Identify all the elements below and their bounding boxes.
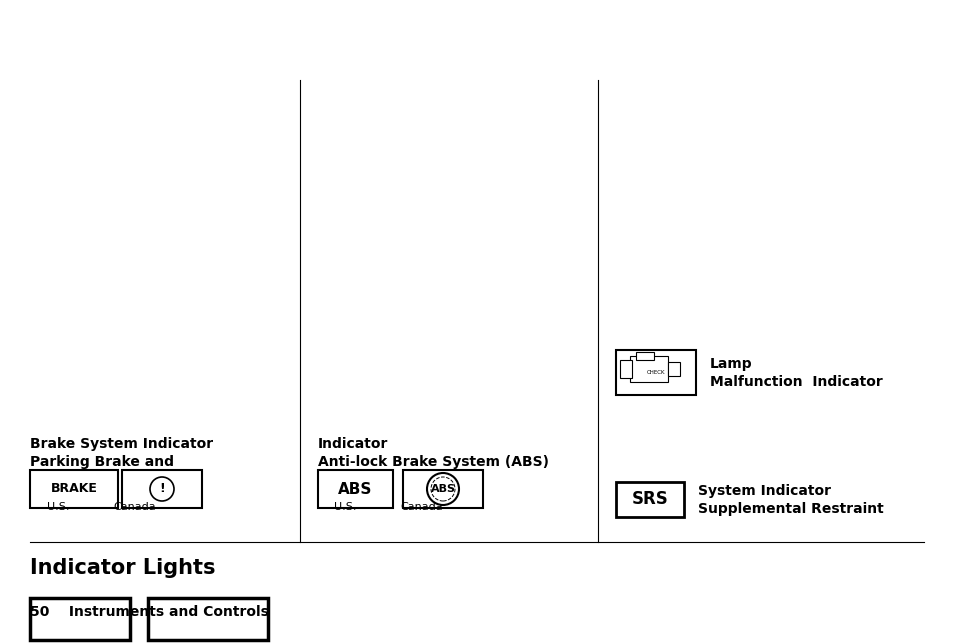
Text: Supplemental Restraint: Supplemental Restraint	[698, 502, 882, 516]
Bar	[30, 598, 130, 640]
Bar	[148, 598, 268, 640]
Bar	[30, 470, 118, 508]
Text: Parking Brake and: Parking Brake and	[30, 455, 173, 469]
Text: Brake System Indicator: Brake System Indicator	[30, 437, 213, 451]
Bar	[402, 470, 482, 508]
Bar	[616, 350, 696, 395]
Text: Malfunction  Indicator: Malfunction Indicator	[709, 375, 882, 389]
Text: Anti-lock Brake System (ABS): Anti-lock Brake System (ABS)	[317, 455, 548, 469]
Text: 50    Instruments and Controls: 50 Instruments and Controls	[30, 605, 269, 619]
Text: U.S.: U.S.	[47, 502, 70, 512]
Text: ABS: ABS	[337, 482, 372, 497]
Text: CHECK: CHECK	[646, 370, 664, 375]
Bar	[619, 360, 631, 378]
Text: Indicator Lights: Indicator Lights	[30, 558, 215, 578]
Text: ABS: ABS	[430, 484, 455, 494]
Bar	[317, 470, 393, 508]
Bar	[667, 362, 679, 376]
Bar	[636, 352, 654, 360]
Text: Canada: Canada	[400, 502, 443, 512]
Text: BRAKE: BRAKE	[51, 482, 97, 495]
Text: SRS: SRS	[631, 490, 668, 508]
Bar	[122, 470, 202, 508]
Text: System Indicator: System Indicator	[698, 484, 830, 498]
Text: U.S.: U.S.	[334, 502, 355, 512]
Bar	[629, 356, 667, 382]
Text: !: !	[159, 482, 165, 495]
Bar	[616, 482, 683, 517]
Text: Lamp: Lamp	[709, 357, 752, 371]
Text: Indicator: Indicator	[317, 437, 388, 451]
Text: Canada: Canada	[113, 502, 156, 512]
